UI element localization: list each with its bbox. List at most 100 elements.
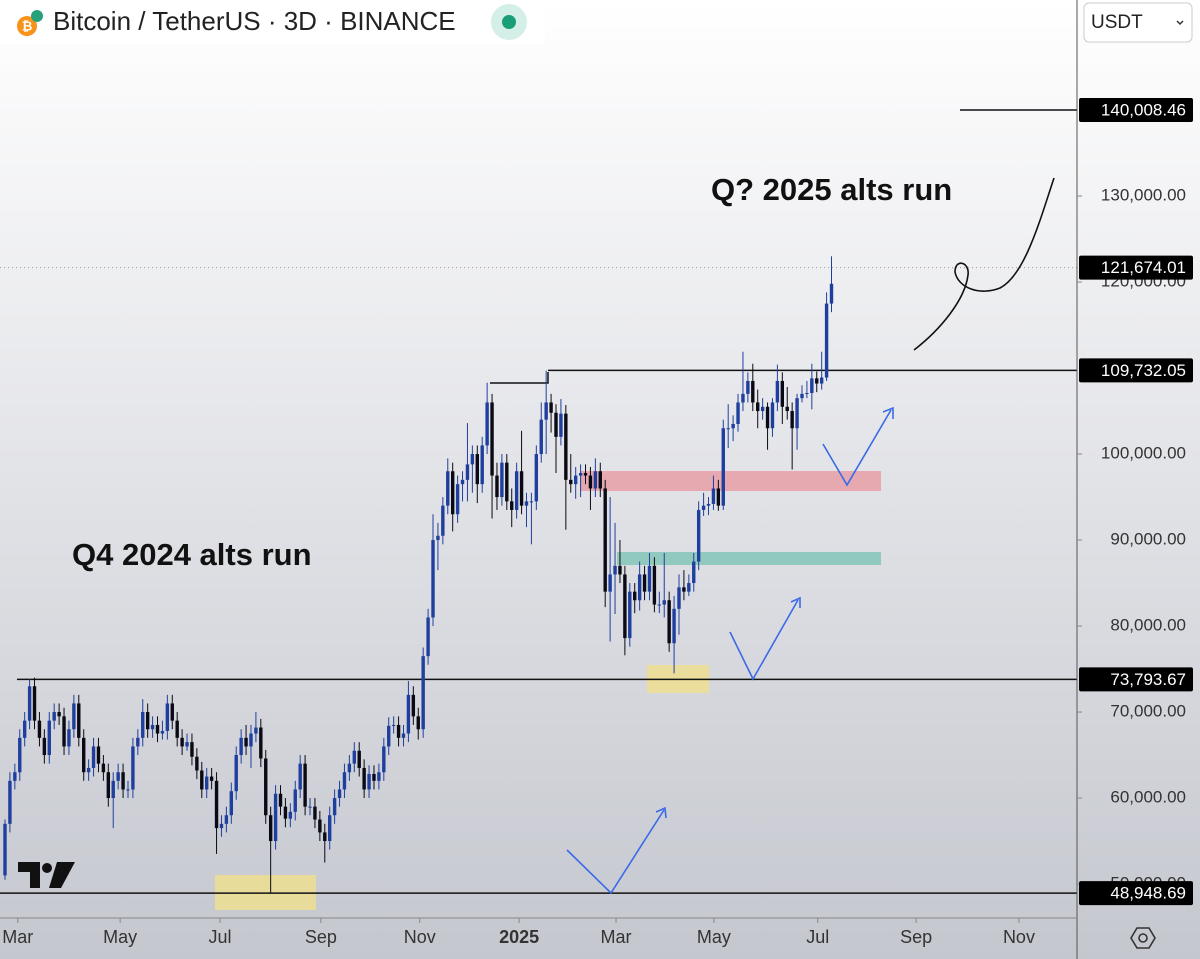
logo-part [42,863,52,873]
candle-body [539,419,543,455]
candle-body [106,772,111,799]
candle-body [401,733,406,738]
candle-body [529,501,534,503]
tradingview-logo [18,862,75,888]
projection-curve [913,177,1055,351]
candle-body [573,475,578,485]
candle-body [800,393,804,399]
candle-body [101,763,106,773]
candle-body [485,402,489,446]
candle-body [298,763,302,790]
price-badge [1079,667,1193,692]
candle-body [18,737,22,773]
candle-body [82,737,86,773]
candle-body [578,472,583,476]
candle-body [559,413,563,437]
candle-body [652,565,657,605]
arrow [822,406,894,487]
logo-part [18,862,40,888]
y-tick-label: 90,000.00 [1110,530,1186,549]
candle-body [37,720,42,738]
price-badge-label: 140,008.46 [1101,100,1186,119]
candle-body [214,780,219,829]
candle-body [391,724,396,726]
candle-body [77,703,81,738]
candle-body [470,454,475,465]
candle-body [347,763,352,773]
market-status-dot [502,15,516,29]
candle-body [327,815,332,842]
candle-body [411,694,416,717]
candle-body [47,720,51,756]
candle-body [495,475,499,498]
candle-body [746,380,750,394]
settings-center [1138,933,1148,943]
candle-body [465,464,470,480]
candle-body [564,413,568,480]
candle-body [209,776,214,781]
settings-button[interactable] [1130,927,1156,949]
candle-body [736,402,740,424]
candle-body [662,600,666,605]
candle-body [342,772,347,790]
candle-body [141,712,145,738]
candle-body [706,503,711,506]
candle-body [613,565,617,575]
symbol-title: Bitcoin / TetherUS · 3D · BINANCE [53,6,456,36]
currency-label: USDT [1091,12,1143,33]
time-axis: Mar May Jul Sep Nov 2025 Mar May Jul Sep Nov [2,918,1035,947]
y-tick-label: 60,000.00 [1110,788,1186,807]
candle-body [382,746,386,773]
price-badge-label: 121,674.01 [1101,258,1186,277]
tether-icon [31,10,43,22]
candle-body [765,406,770,429]
candle-body [588,475,593,489]
arrows [566,406,894,895]
candle-body [111,780,115,799]
candle-body [598,471,602,489]
candle-body [510,501,514,510]
candle-body [205,776,209,790]
candle-body [696,509,701,562]
candle-body [244,737,248,747]
candle-body [633,591,637,601]
candle-body [441,505,445,536]
candle-body [647,565,652,592]
candle-body [549,402,553,413]
x-tick-label: May [103,927,137,947]
candle-body [514,471,519,510]
y-tick-label: 130,000.00 [1101,186,1186,205]
candle-body [829,283,834,304]
candle-body [313,806,317,820]
candle-body [8,780,12,824]
candle-body [780,380,785,407]
price-badge-label: 73,793.67 [1110,670,1186,689]
bitcoin-icon [17,16,37,36]
candle-body [224,815,229,824]
candle-body [775,380,780,403]
candle-body [185,742,189,747]
price-badge [1079,358,1193,383]
candle-body [86,767,91,773]
candle-body [259,727,263,759]
candle-body [273,793,278,842]
candle-body [406,694,411,734]
candle-body [721,428,725,506]
candle-body [657,604,662,606]
candle-body [692,561,696,584]
candle-body [805,392,809,394]
candle-body [687,583,691,592]
currency-dropdown[interactable] [1083,2,1193,43]
x-tick-label: 2025 [499,927,539,947]
candle-body [3,823,7,876]
candle-body [254,727,258,734]
candle-body [642,574,647,592]
candle-body [332,798,337,816]
candle-body [608,574,612,592]
price-badge-label: 109,732.05 [1101,361,1186,380]
candle-body [795,398,799,429]
candle-body [790,411,794,429]
candle-body [42,737,47,756]
candle-body [569,479,573,485]
